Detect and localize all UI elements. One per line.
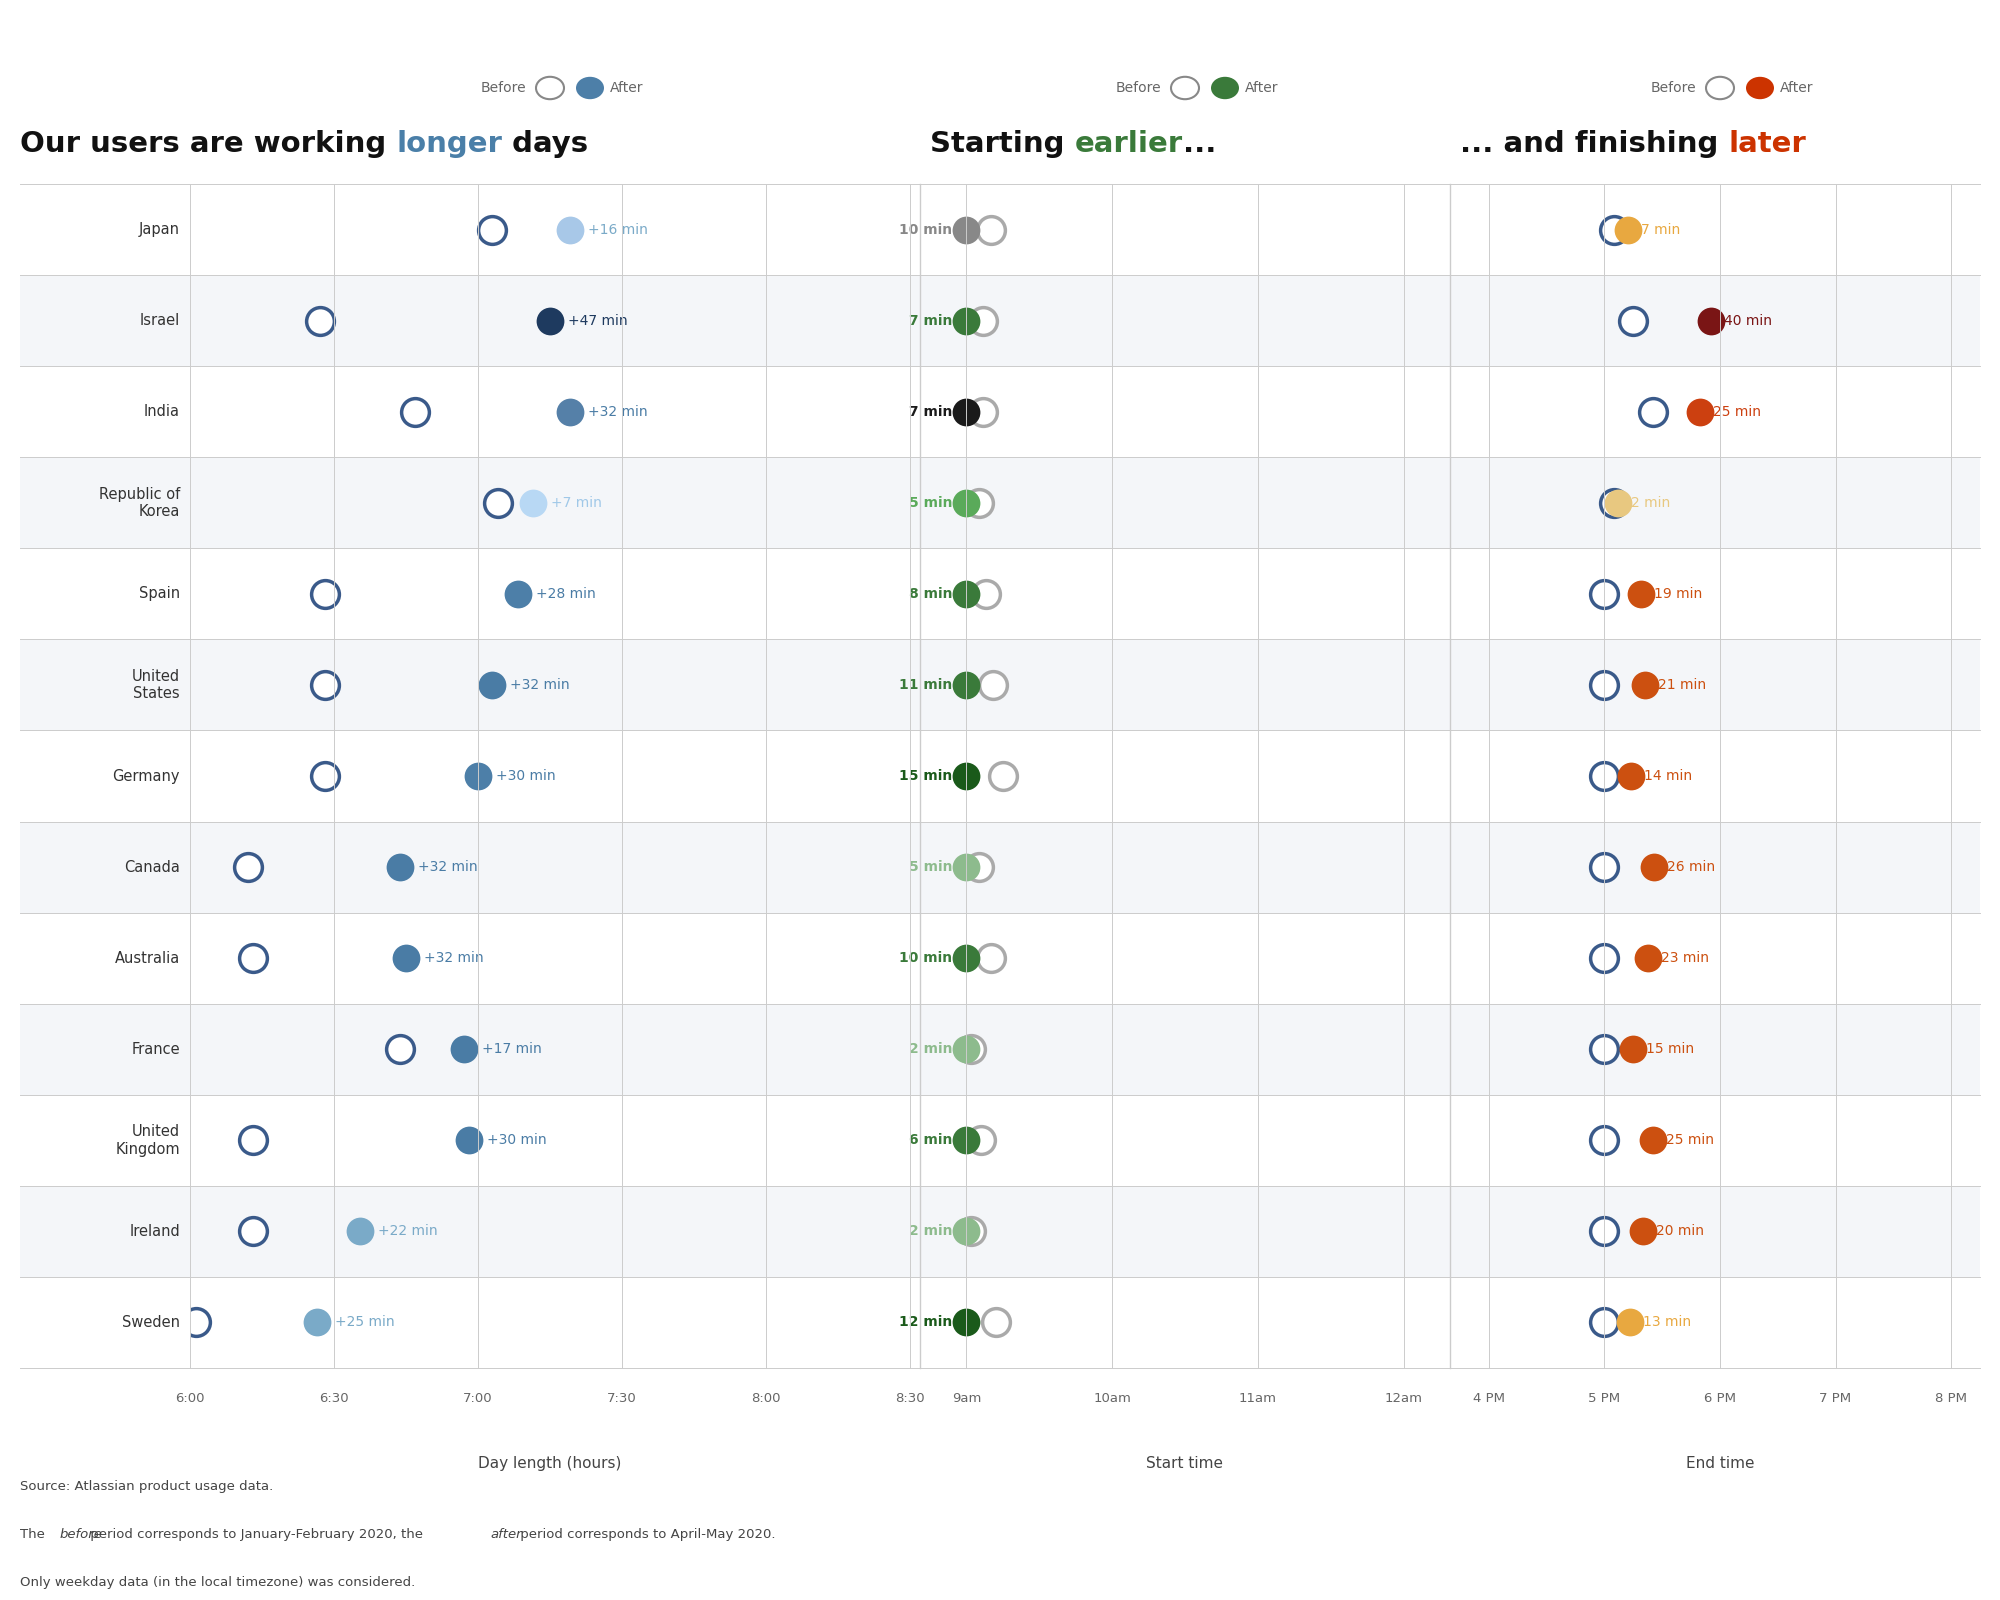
Text: India: India (144, 405, 180, 419)
Text: 5 min: 5 min (908, 861, 952, 874)
Text: before: before (60, 1528, 102, 1541)
Text: after: after (490, 1528, 522, 1541)
Text: 7 PM: 7 PM (1820, 1392, 1852, 1405)
Text: 4 PM: 4 PM (1472, 1392, 1504, 1405)
Text: period corresponds to January-February 2020, the: period corresponds to January-February 2… (86, 1528, 428, 1541)
Text: 23 min: 23 min (1662, 950, 1710, 965)
Text: 11 min: 11 min (898, 678, 952, 691)
Text: After: After (1244, 82, 1278, 94)
Text: 40 min: 40 min (1724, 314, 1772, 328)
Text: Source: Atlassian product usage data.: Source: Atlassian product usage data. (20, 1480, 274, 1493)
Text: Japan: Japan (140, 222, 180, 237)
Text: 6 PM: 6 PM (1704, 1392, 1736, 1405)
Text: ... and finishing: ... and finishing (1460, 130, 1728, 158)
Text: +25 min: +25 min (334, 1315, 394, 1330)
Text: 2 min: 2 min (1632, 496, 1670, 510)
Text: 15 min: 15 min (898, 770, 952, 782)
Text: Day length (hours): Day length (hours) (478, 1456, 622, 1470)
Text: 15 min: 15 min (1646, 1042, 1694, 1056)
Text: Spain: Spain (138, 586, 180, 602)
Text: +47 min: +47 min (568, 314, 628, 328)
Text: 8 PM: 8 PM (1936, 1392, 1968, 1405)
Text: 8:00: 8:00 (752, 1392, 780, 1405)
Text: 13 min: 13 min (1642, 1315, 1690, 1330)
Text: longer: longer (396, 130, 502, 158)
Text: Our users are working: Our users are working (20, 130, 396, 158)
Text: 6:30: 6:30 (320, 1392, 348, 1405)
Text: +30 min: +30 min (496, 770, 556, 782)
Text: 8 min: 8 min (908, 587, 952, 602)
Text: United
Kingdom: United Kingdom (116, 1125, 180, 1157)
Text: +30 min: +30 min (488, 1133, 546, 1147)
Text: +17 min: +17 min (482, 1042, 542, 1056)
Text: After: After (610, 82, 644, 94)
Text: 21 min: 21 min (1658, 678, 1706, 691)
Text: 12 min: 12 min (898, 1315, 952, 1330)
Text: The: The (20, 1528, 50, 1541)
Text: France: France (132, 1042, 180, 1056)
Text: 11am: 11am (1238, 1392, 1276, 1405)
Text: +16 min: +16 min (588, 222, 648, 237)
Text: Only weekday data (in the local timezone) was considered.: Only weekday data (in the local timezone… (20, 1576, 416, 1589)
Text: Australia: Australia (114, 950, 180, 966)
Text: Israel: Israel (140, 314, 180, 328)
Text: Start time: Start time (1146, 1456, 1224, 1470)
Text: Before: Before (480, 82, 526, 94)
Text: +32 min: +32 min (424, 950, 484, 965)
Text: 26 min: 26 min (1668, 861, 1716, 874)
Text: Ireland: Ireland (130, 1224, 180, 1238)
Text: +32 min: +32 min (418, 861, 478, 874)
Text: United
States: United States (132, 669, 180, 701)
Text: Before: Before (1116, 82, 1160, 94)
Text: 6:00: 6:00 (176, 1392, 204, 1405)
Text: 12am: 12am (1384, 1392, 1422, 1405)
Text: End time: End time (1686, 1456, 1754, 1470)
Text: 20 min: 20 min (1656, 1224, 1704, 1238)
Text: After: After (1780, 82, 1814, 94)
Text: 7 min: 7 min (908, 405, 952, 419)
Text: 14 min: 14 min (1644, 770, 1692, 782)
Text: 9am: 9am (952, 1392, 982, 1405)
Text: +32 min: +32 min (510, 678, 570, 691)
Text: Sweden: Sweden (122, 1315, 180, 1330)
Text: Starting: Starting (930, 130, 1074, 158)
Text: 10 min: 10 min (900, 950, 952, 965)
Text: 5 min: 5 min (908, 496, 952, 510)
Text: +22 min: +22 min (378, 1224, 438, 1238)
Text: 8:30: 8:30 (896, 1392, 924, 1405)
Text: 7 min: 7 min (908, 314, 952, 328)
Text: Canada: Canada (124, 859, 180, 875)
Text: 5 PM: 5 PM (1588, 1392, 1620, 1405)
Text: 10 min: 10 min (900, 222, 952, 237)
Text: +28 min: +28 min (536, 587, 596, 602)
Text: 7:00: 7:00 (464, 1392, 492, 1405)
Text: +7 min: +7 min (550, 496, 602, 510)
Text: 7:30: 7:30 (608, 1392, 636, 1405)
Text: +32 min: +32 min (588, 405, 648, 419)
Text: 19 min: 19 min (1654, 587, 1702, 602)
Text: later: later (1728, 130, 1806, 158)
Text: earlier: earlier (1074, 130, 1182, 158)
Text: Germany: Germany (112, 768, 180, 784)
Text: Before: Before (1650, 82, 1696, 94)
Text: 25 min: 25 min (1714, 405, 1762, 419)
Text: 2 min: 2 min (908, 1224, 952, 1238)
Text: period corresponds to April-May 2020.: period corresponds to April-May 2020. (516, 1528, 776, 1541)
Text: 7 min: 7 min (1640, 222, 1680, 237)
Text: ...: ... (1182, 130, 1216, 158)
Text: 6 min: 6 min (908, 1133, 952, 1147)
Text: days: days (502, 130, 588, 158)
Text: 10am: 10am (1094, 1392, 1132, 1405)
Text: Republic of
Korea: Republic of Korea (98, 486, 180, 518)
Text: 2 min: 2 min (908, 1042, 952, 1056)
Text: 25 min: 25 min (1666, 1133, 1714, 1147)
